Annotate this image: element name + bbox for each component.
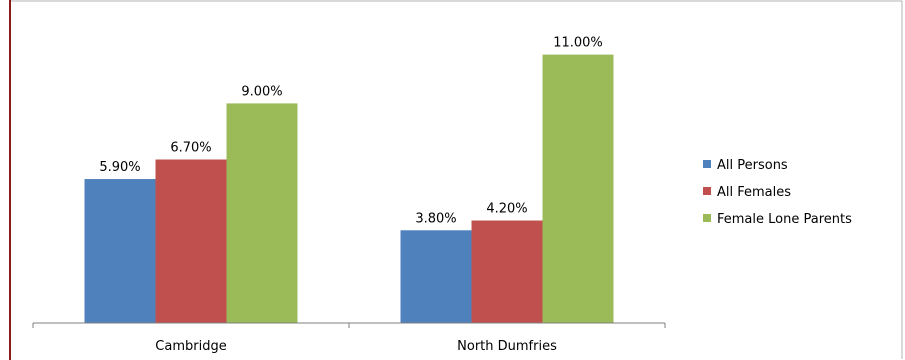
legend: All Persons All Females Female Lone Parent… bbox=[703, 158, 852, 227]
value-label-north-dumfries-female-lone-parents: 11.00% bbox=[553, 36, 603, 51]
legend-label-all-persons: All Persons bbox=[717, 158, 788, 173]
bar-north-dumfries-female-lone-parents bbox=[542, 54, 614, 323]
category-labels-group: Cambridge North Dumfries bbox=[155, 339, 557, 354]
legend-swatch-all-females bbox=[703, 187, 711, 195]
category-label-north-dumfries: North Dumfries bbox=[457, 339, 557, 354]
bar-cambridge-all-females bbox=[155, 159, 227, 323]
legend-swatch-all-persons bbox=[703, 160, 711, 168]
value-label-cambridge-all-persons: 5.90% bbox=[99, 160, 140, 175]
legend-label-female-lone-parents: Female Lone Parents bbox=[717, 212, 852, 227]
bar-cambridge-female-lone-parents bbox=[226, 103, 298, 324]
bar-north-dumfries-all-females bbox=[471, 220, 543, 323]
value-label-north-dumfries-all-females: 4.20% bbox=[486, 202, 527, 217]
bar-cambridge-all-persons bbox=[84, 179, 156, 323]
legend-swatch-female-lone-parents bbox=[703, 214, 711, 222]
legend-label-all-females: All Females bbox=[717, 185, 791, 200]
x-axis-ticks bbox=[32, 323, 666, 328]
category-label-cambridge: Cambridge bbox=[155, 339, 226, 354]
value-label-cambridge-female-lone-parents: 9.00% bbox=[241, 84, 282, 99]
bars-group bbox=[84, 54, 614, 324]
value-labels-group: 5.90% 6.70% 9.00% 3.80% 4.20% 11.00% bbox=[99, 36, 602, 227]
bar-north-dumfries-all-persons bbox=[400, 230, 472, 323]
value-label-north-dumfries-all-persons: 3.80% bbox=[415, 211, 456, 226]
value-label-cambridge-all-females: 6.70% bbox=[170, 141, 211, 156]
